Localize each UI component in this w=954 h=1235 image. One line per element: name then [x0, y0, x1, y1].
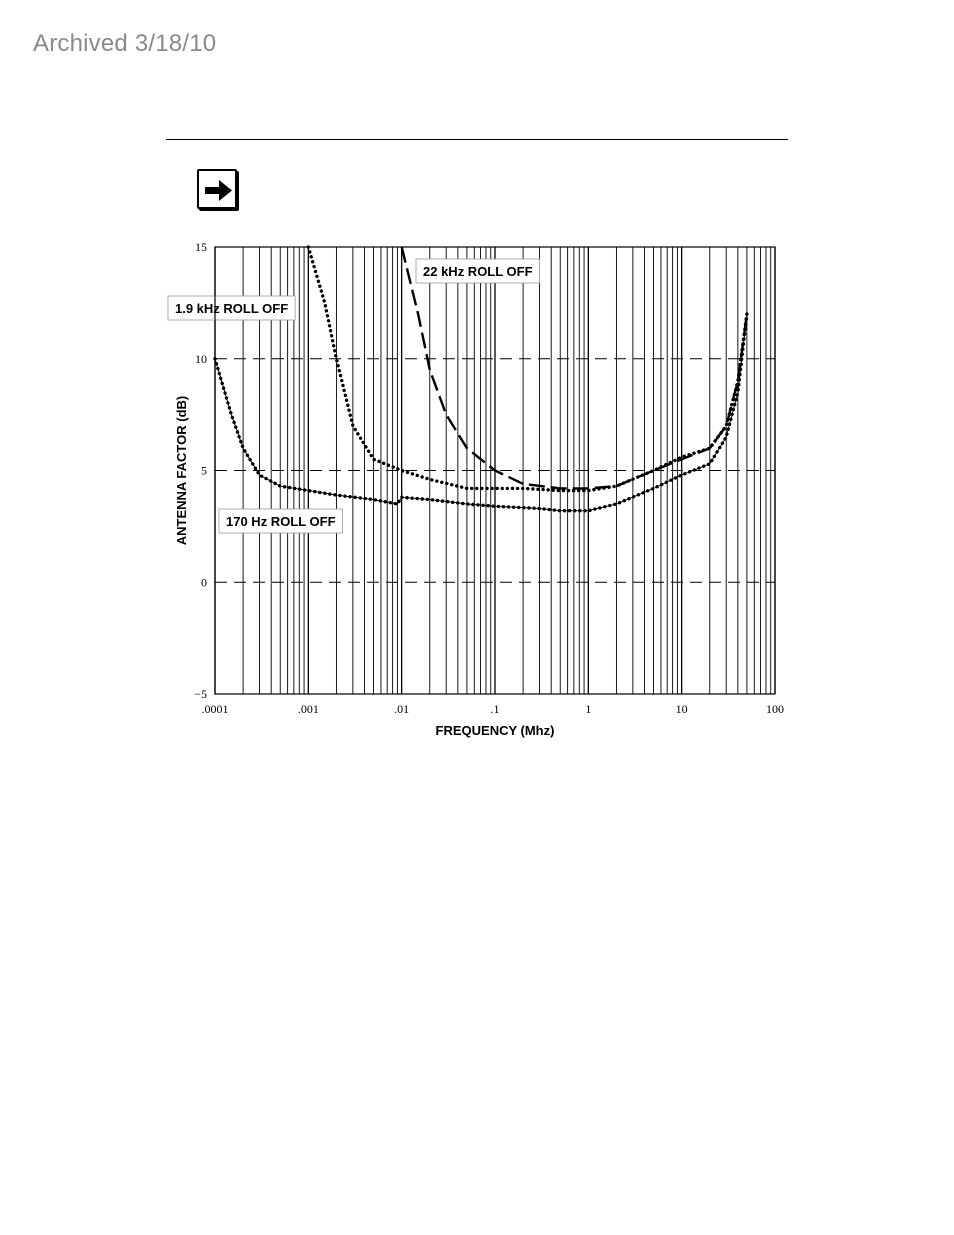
right-arrow-icon — [197, 169, 237, 209]
x-tick-label: .001 — [298, 702, 319, 716]
x-tick-label: 1 — [585, 702, 591, 716]
annotation-label: 1.9 kHz ROLL OFF — [167, 295, 296, 321]
y-tick-label: 10 — [195, 352, 207, 366]
archived-stamp: Archived 3/18/10 — [33, 30, 217, 57]
annotation-text: 170 Hz ROLL OFF — [226, 514, 336, 529]
series-line-0-base — [214, 313, 748, 512]
annotation-text: 22 kHz ROLL OFF — [423, 264, 533, 279]
antenna-factor-chart: −5 0 5 10 15 .0001 .001 .01 .1 1 10 100 FREQUENCY … — [167, 240, 785, 738]
section-divider — [166, 139, 788, 140]
series-layer — [213, 245, 749, 513]
y-axis-label: ANTENNA FACTOR (dB) — [174, 396, 189, 546]
x-tick-labels: .0001 .001 .01 .1 1 10 100 — [202, 702, 785, 716]
y-tick-label: 0 — [201, 575, 207, 589]
annotation-label: 22 kHz ROLL OFF — [415, 258, 540, 284]
y-tick-label: 5 — [201, 464, 207, 478]
series-annotations: 22 kHz ROLL OFF 1.9 kHz ROLL OFF 170 Hz RO… — [167, 258, 540, 534]
x-tick-label: .01 — [394, 702, 409, 716]
y-tick-label: −5 — [194, 687, 207, 701]
annotation-box — [218, 508, 343, 534]
series-line-2 — [400, 246, 749, 490]
horizontal-grid — [215, 358, 775, 583]
annotation-box — [167, 295, 296, 321]
y-tick-labels: −5 0 5 10 15 — [194, 240, 207, 701]
x-tick-label: .1 — [491, 702, 500, 716]
x-axis-label: FREQUENCY (Mhz) — [436, 723, 555, 738]
x-tick-label: 10 — [676, 702, 688, 716]
x-tick-label: 100 — [766, 702, 784, 716]
y-tick-label: 15 — [195, 240, 207, 254]
vertical-grid — [214, 247, 776, 694]
annotation-box — [415, 258, 540, 284]
annotation-text: 1.9 kHz ROLL OFF — [175, 301, 288, 316]
plot-frame — [214, 246, 776, 695]
annotation-label: 170 Hz ROLL OFF — [218, 508, 343, 534]
x-tick-label: .0001 — [202, 702, 229, 716]
